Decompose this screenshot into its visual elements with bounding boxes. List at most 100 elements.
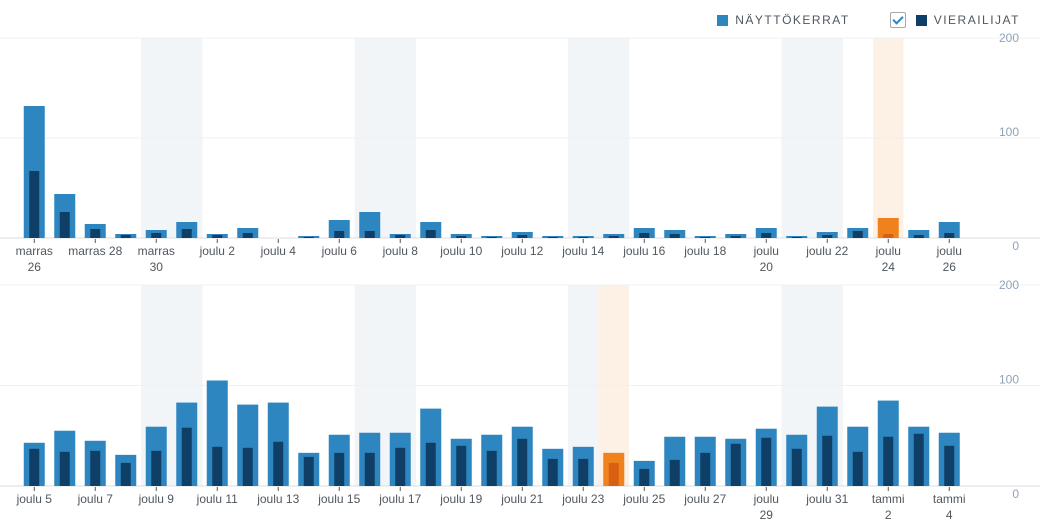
x-tick-label: joulu 10 [439,244,482,258]
visitors-bar[interactable] [151,233,162,238]
visitors-bar[interactable] [334,452,345,486]
x-tick-label: joulu 27 [683,492,726,506]
x-tick-label: tammi [933,492,966,506]
visitors-bar[interactable] [761,437,772,486]
x-tick-label: joulu 12 [500,244,543,258]
visitors-bar[interactable] [669,459,680,486]
visitors-bar[interactable] [852,451,863,486]
visitors-bar[interactable] [944,233,955,238]
x-tick-label: joulu 31 [805,492,848,506]
visitors-bar[interactable] [181,229,192,238]
x-tick-label: joulu 19 [439,492,482,506]
visitors-bar[interactable] [730,236,741,238]
visitors-bar[interactable] [486,450,497,486]
visitors-bar[interactable] [242,233,253,238]
visitors-bar[interactable] [578,237,589,238]
visitors-bar[interactable] [90,450,101,486]
x-tick-label: joulu 21 [500,492,543,506]
visitors-bar[interactable] [852,231,863,238]
legend-visitors[interactable]: VIERAILIJAT [933,13,1020,27]
views-bar[interactable] [938,222,960,238]
visitors-bar[interactable] [913,433,924,486]
visitors-bar[interactable] [425,442,436,486]
x-tick-label: joulu [753,492,779,506]
views-bar[interactable] [877,218,899,238]
visitors-bar[interactable] [578,458,589,486]
y-tick-label: 100 [999,125,1019,139]
visitors-swatch-icon [915,14,927,26]
x-tick-label: joulu 22 [805,244,848,258]
visitors-bar[interactable] [822,435,833,486]
legend-views[interactable]: NÄYTTÖKERRAT [735,13,850,27]
visitors-bar[interactable] [242,447,253,486]
x-tick-label: joulu [753,244,779,258]
visitors-bar[interactable] [303,237,314,238]
visitors-bar[interactable] [29,171,40,238]
visitors-bar[interactable] [639,468,650,486]
views-bar[interactable] [328,220,350,238]
x-tick-label: joulu 23 [561,492,604,506]
visitors-bar[interactable] [791,448,802,486]
visitors-bar[interactable] [456,445,467,486]
visitors-bar[interactable] [761,233,772,238]
x-tick-label: joulu 8 [382,244,419,258]
visitors-bar[interactable] [913,235,924,238]
visitors-bar[interactable] [608,236,619,238]
x-tick-label: joulu 4 [260,244,297,258]
x-tick-label: joulu 18 [683,244,726,258]
visitors-bar[interactable] [639,233,650,238]
visitors-bar[interactable] [364,231,375,238]
visitors-bar[interactable] [517,235,528,238]
visitors-bar[interactable] [273,441,284,486]
x-tick-label: marras [138,244,175,258]
x-tick-label: 4 [946,508,953,521]
views-bar[interactable] [206,380,228,486]
y-tick-label: 100 [999,373,1019,387]
visitors-bar[interactable] [547,458,558,486]
visitors-bar[interactable] [334,231,345,238]
visitors-bar[interactable] [303,456,314,486]
x-tick-label: joulu 7 [77,492,114,506]
visitors-bar[interactable] [944,445,955,486]
visitors-bar[interactable] [120,235,131,238]
visitors-bar[interactable] [181,427,192,486]
visitors-bar[interactable] [486,237,497,238]
views-bar[interactable] [908,230,930,238]
visitors-bar[interactable] [822,235,833,238]
visitors-bar[interactable] [700,452,711,486]
visitors-bar[interactable] [29,448,40,486]
x-tick-label: joulu 5 [16,492,53,506]
visitors-bar[interactable] [395,235,406,238]
visitors-bar[interactable] [517,438,528,486]
views-swatch-icon [717,14,729,26]
visitors-bar[interactable] [395,447,406,486]
visitors-bar[interactable] [120,462,131,486]
x-tick-label: 26 [28,260,42,274]
visitors-bar[interactable] [791,237,802,238]
visitors-bar[interactable] [730,443,741,486]
visitors-bar[interactable] [364,452,375,486]
visitors-bar[interactable] [59,451,70,486]
visitors-bar[interactable] [883,234,894,238]
visitors-checkbox[interactable] [889,12,906,28]
visitors-bar[interactable] [883,436,894,486]
visitors-bar[interactable] [212,446,223,486]
visitors-bar[interactable] [669,234,680,238]
visitors-bar[interactable] [59,212,70,238]
visitors-bar[interactable] [212,235,223,238]
visitors-bar[interactable] [456,236,467,238]
x-tick-label: tammi [872,492,905,506]
x-tick-label: 30 [150,260,164,274]
chart-legend: NÄYTTÖKERRAT VIERAILIJAT [717,12,1020,28]
visitors-bar[interactable] [90,229,101,238]
visitors-bar[interactable] [700,237,711,238]
x-tick-label: joulu 15 [317,492,360,506]
views-bar[interactable] [237,404,259,486]
visitors-bar[interactable] [547,237,558,238]
visitors-bar[interactable] [608,462,619,486]
visitors-bar[interactable] [151,450,162,486]
x-tick-label: joulu 16 [622,244,665,258]
visitors-bar[interactable] [425,230,436,238]
views-bar[interactable] [359,212,381,238]
